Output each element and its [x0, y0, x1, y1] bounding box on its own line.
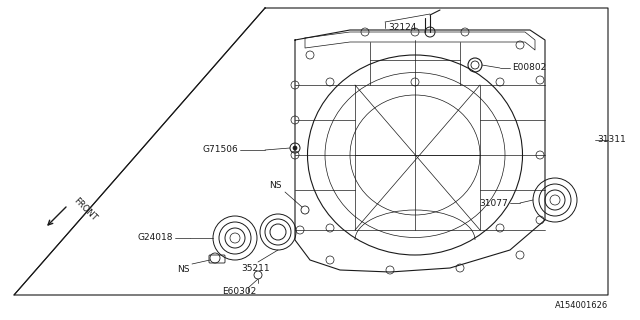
Text: 31311: 31311 [597, 135, 626, 145]
Text: 32124: 32124 [388, 23, 417, 33]
Text: 35211: 35211 [242, 264, 270, 273]
Circle shape [293, 146, 297, 150]
Text: E60302: E60302 [222, 287, 256, 297]
Text: 31077: 31077 [479, 198, 508, 207]
Text: FRONT: FRONT [72, 196, 99, 222]
Text: NS: NS [177, 265, 190, 274]
Text: E00802: E00802 [512, 63, 547, 73]
Text: A154001626: A154001626 [555, 301, 608, 310]
Text: NS: NS [269, 181, 282, 190]
Text: G71506: G71506 [202, 146, 238, 155]
Text: G24018: G24018 [138, 234, 173, 243]
